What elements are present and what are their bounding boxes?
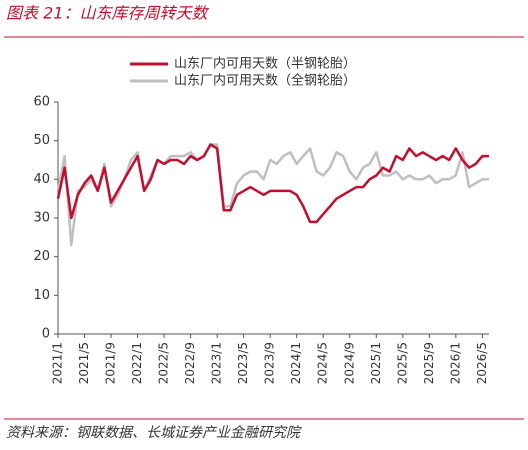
y-tick-label: 50 bbox=[33, 133, 50, 148]
y-tick-label: 40 bbox=[33, 172, 50, 187]
y-tick-label: 0 bbox=[42, 327, 50, 342]
series-line bbox=[56, 143, 489, 224]
x-tick-label: 2024/9 bbox=[342, 342, 356, 384]
y-tick-label: 60 bbox=[33, 95, 50, 110]
legend-label: 山东厂内可用天数（全钢轮胎） bbox=[174, 73, 356, 89]
x-tick-label: 2025/5 bbox=[395, 342, 409, 384]
x-tick-label: 2025/9 bbox=[422, 342, 436, 384]
x-tick-label: 2021/1 bbox=[51, 342, 65, 384]
y-tick-label: 20 bbox=[33, 249, 50, 264]
x-tick-label: 2023/9 bbox=[263, 342, 277, 384]
y-tick-label: 30 bbox=[33, 211, 50, 226]
x-tick-label: 2022/5 bbox=[157, 342, 171, 384]
x-tick-label: 2024/1 bbox=[289, 342, 303, 384]
source: 资料来源：钢联数据、长城证券产业金融研究院 bbox=[6, 425, 302, 441]
x-tick-label: 2026/1 bbox=[448, 342, 462, 384]
x-tick-label: 2026/5 bbox=[475, 342, 489, 384]
x-tick-label: 2021/9 bbox=[104, 342, 118, 384]
y-tick-label: 10 bbox=[33, 288, 50, 303]
x-tick-label: 2023/1 bbox=[210, 342, 224, 384]
x-tick-label: 2025/1 bbox=[369, 342, 383, 384]
page-title: 图表 21：山东库存周转天数 bbox=[6, 4, 209, 23]
series-line bbox=[56, 143, 489, 247]
x-tick-label: 2022/9 bbox=[183, 342, 197, 384]
x-tick-label: 2021/5 bbox=[77, 342, 91, 384]
x-tick-label: 2024/5 bbox=[316, 342, 330, 384]
x-tick-label: 2022/1 bbox=[130, 342, 144, 384]
x-tick-label: 2023/5 bbox=[236, 342, 250, 384]
legend-label: 山东厂内可用天数（半钢轮胎） bbox=[174, 56, 356, 72]
